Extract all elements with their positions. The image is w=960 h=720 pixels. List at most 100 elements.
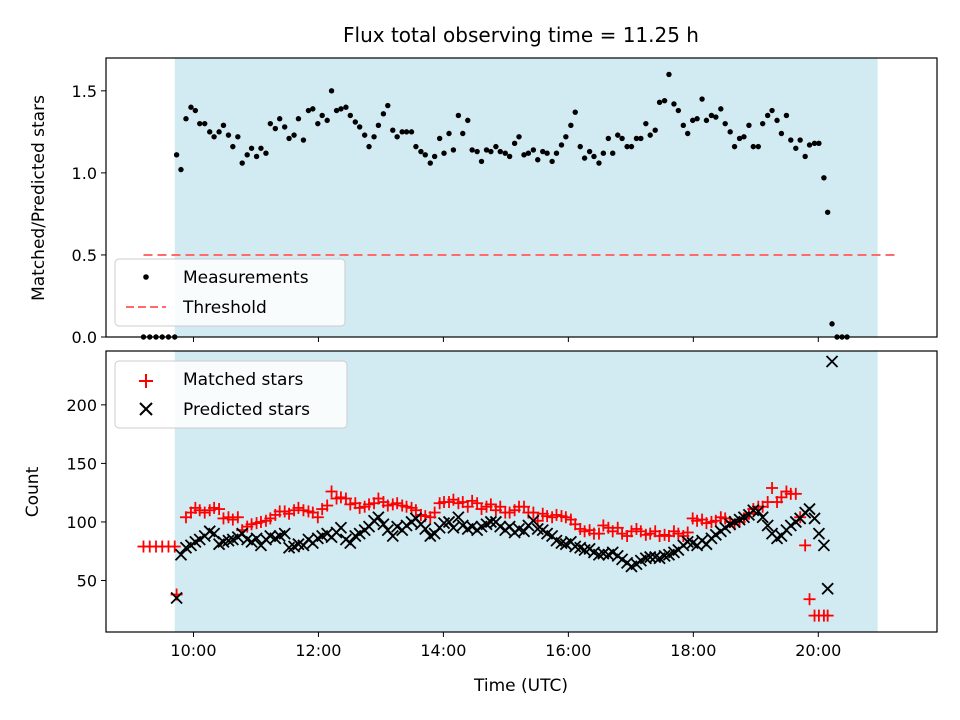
top-y-ticks: 0.0 0.5 1.0 1.5 xyxy=(72,82,106,347)
measurement-point xyxy=(253,153,260,160)
predicted-point xyxy=(442,515,456,529)
matched-point xyxy=(672,527,685,540)
measurement-point xyxy=(380,111,387,117)
measurement-point xyxy=(319,112,325,119)
measurement-point xyxy=(478,158,485,165)
matched-point xyxy=(789,487,802,500)
matched-point xyxy=(226,513,239,526)
predicted-point xyxy=(222,534,235,547)
measurement-point xyxy=(783,112,790,119)
measurement-point xyxy=(605,135,612,142)
measurement-point xyxy=(211,134,217,140)
measurement-point xyxy=(731,143,738,150)
matched-point xyxy=(334,491,347,504)
predicted-point xyxy=(386,529,399,543)
top-panel: 0.0 0.5 1.0 1.5 Matched/Predicted stars Mea… xyxy=(29,57,938,347)
matched-point xyxy=(213,503,226,516)
measurement-point xyxy=(276,116,283,122)
top-legend: Measurements Threshold xyxy=(114,258,346,327)
predicted-point xyxy=(808,512,821,525)
measurement-point xyxy=(493,143,499,150)
measurement-point xyxy=(727,129,733,135)
measurement-point xyxy=(506,153,513,160)
matched-point xyxy=(597,519,610,532)
matched-point xyxy=(466,494,479,507)
measurement-point xyxy=(596,160,602,166)
measurement-point xyxy=(628,143,635,150)
predicted-point xyxy=(756,511,769,524)
measurement-point xyxy=(540,148,546,155)
measurement-point xyxy=(413,143,419,150)
measurement-point xyxy=(375,122,382,128)
matched-point xyxy=(803,593,816,606)
y-tick-label: 50 xyxy=(77,571,97,590)
measurement-point xyxy=(788,137,794,143)
top-legend-box xyxy=(114,258,346,327)
matched-point xyxy=(428,506,441,519)
measurement-point xyxy=(310,106,316,112)
measurement-point xyxy=(431,153,438,160)
measurement-point xyxy=(793,145,799,151)
measurement-point xyxy=(183,116,189,122)
measurement-point xyxy=(239,160,245,166)
measurement-point xyxy=(577,143,583,150)
matched-point xyxy=(208,501,221,514)
matched-point xyxy=(325,485,338,498)
matched-point xyxy=(217,512,230,525)
measurement-point xyxy=(535,157,541,163)
measurement-point xyxy=(699,96,705,102)
measurement-point xyxy=(235,134,241,140)
matched-point xyxy=(254,515,267,528)
measurement-point xyxy=(652,127,658,133)
measurement-point xyxy=(366,143,372,150)
measurement-point xyxy=(356,124,363,130)
measurement-point xyxy=(680,122,687,128)
measurement-point xyxy=(173,152,180,158)
measurement-point xyxy=(465,117,471,124)
measurement-point xyxy=(521,152,527,158)
predicted-point xyxy=(452,511,465,524)
predicted-point xyxy=(812,527,826,540)
measurement-point xyxy=(474,148,480,155)
legend-matched-marker xyxy=(139,374,153,388)
measurement-point xyxy=(390,127,396,133)
measurement-point xyxy=(422,152,428,158)
bottom-y-ticks: 50 100 150 200 xyxy=(66,396,106,590)
measurement-point xyxy=(230,143,236,150)
measurement-point xyxy=(450,147,457,153)
measurement-point xyxy=(656,99,663,106)
matched-point xyxy=(475,503,488,516)
measurement-point xyxy=(188,104,194,110)
predicted-point xyxy=(592,548,606,561)
measurement-point xyxy=(530,147,537,153)
measurement-point xyxy=(558,142,565,148)
measurement-point xyxy=(225,132,232,138)
measurement-point xyxy=(769,107,775,114)
measurement-point xyxy=(333,107,340,114)
measurement-point xyxy=(689,117,696,124)
matched-point xyxy=(691,514,704,527)
measurement-point xyxy=(305,107,312,114)
predicted-point xyxy=(377,518,390,531)
measurement-point xyxy=(244,152,250,158)
y-tick-label: 150 xyxy=(66,454,97,473)
y-tick-label: 100 xyxy=(66,513,97,532)
measurement-point xyxy=(516,134,522,140)
measurement-point xyxy=(385,102,391,109)
measurement-point xyxy=(755,143,762,150)
measurement-point xyxy=(600,150,607,156)
matched-point xyxy=(353,501,366,514)
measurement-point xyxy=(647,132,653,138)
measurement-point xyxy=(286,135,292,142)
measurement-point xyxy=(197,120,203,127)
measurement-point xyxy=(736,135,743,142)
measurement-point xyxy=(497,148,503,155)
matched-point xyxy=(321,499,334,512)
measurement-point xyxy=(666,71,672,78)
legend-matched-label: Matched stars xyxy=(183,370,303,390)
matched-point xyxy=(198,506,211,519)
matched-point xyxy=(297,504,310,517)
measurement-point xyxy=(718,106,724,112)
matched-point xyxy=(363,498,376,511)
